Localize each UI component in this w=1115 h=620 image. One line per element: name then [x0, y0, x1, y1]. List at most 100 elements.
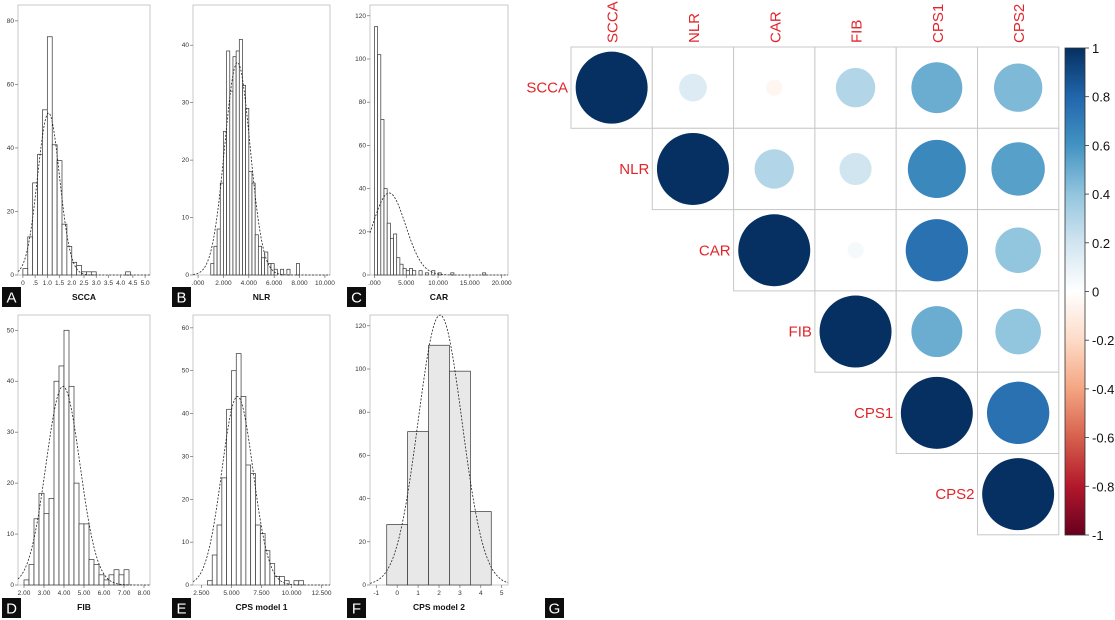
histogram-bar [242, 85, 246, 276]
histogram-F: 0 20 40 60 80 100 120 -1 0 1 2 3 4 5 CPS model 2 [355, 314, 509, 612]
y-tick-label: 0 [185, 272, 189, 279]
y-tick-label: 20 [182, 157, 190, 164]
histogram-bar [402, 268, 407, 276]
histogram-bar [66, 246, 73, 276]
correlation-circle [995, 308, 1041, 355]
x-tick-label: 3.0 [92, 280, 101, 287]
correlation-matrix-panel: SCCA NLR CAR FIB CPS1 CPS2 SCCA NLR CAR FIB CPS1 CP… [526, 1, 1060, 536]
histogram-bar [46, 36, 53, 276]
x-tick-label: 0 [21, 280, 25, 287]
colorbar-tick-label: 0.6 [1092, 138, 1110, 153]
histogram-bar [23, 579, 30, 586]
histogram-bar [393, 233, 398, 276]
histogram-bar [374, 26, 378, 276]
histogram-bar [221, 477, 227, 586]
x-tick-label: 4.00 [58, 590, 71, 597]
row-label-nlr: NLR [619, 161, 649, 178]
y-tick-label: 30 [182, 453, 190, 460]
histogram-bar [255, 524, 261, 586]
x-tick-label: 2.0 [67, 280, 76, 287]
histogram-bar [88, 559, 95, 586]
x-tick-label: 5 [500, 590, 504, 597]
histogram-bar [424, 272, 429, 276]
plot-frame [192, 4, 331, 276]
colorbar-tick-label: 0.8 [1092, 90, 1110, 105]
colorbar-tick-label: -0.2 [1092, 333, 1114, 348]
histogram-bar [213, 245, 218, 276]
histogram-bar [216, 228, 221, 276]
panel-letter-box [545, 598, 564, 618]
panel-letter-C: C [351, 290, 362, 307]
y-tick-label: 40 [182, 411, 190, 418]
column-label-car: CAR [767, 11, 784, 43]
histogram-bar [296, 263, 300, 276]
row-label-scca: SCCA [526, 80, 568, 97]
x-tick-label: 7.500 [253, 590, 270, 597]
histogram-bar [58, 365, 65, 586]
x-tick-label: 3 [458, 590, 462, 597]
x-tick-label: 2.00 [18, 590, 31, 597]
histogram-bar [125, 271, 131, 276]
x-tick-label: 2 [437, 590, 441, 597]
x-tick-label: 3.5 [104, 280, 113, 287]
histogram-bar [51, 144, 58, 276]
histogram-bar [53, 380, 60, 586]
x-tick-label: 8.00 [138, 590, 151, 597]
x-tick-label: 10.000 [282, 590, 302, 597]
y-tick-label: 20 [359, 229, 367, 236]
histogram-bar [280, 268, 285, 276]
histogram-bar [229, 90, 234, 276]
correlation-circle [905, 219, 969, 282]
correlation-circle [900, 376, 973, 449]
panel-letter-box [172, 598, 191, 618]
y-tick-label: 120 [355, 323, 366, 330]
x-tick-label: .000 [368, 280, 381, 287]
histogram-bar [210, 263, 215, 276]
histogram-bar [293, 580, 300, 586]
histogram-bar [270, 263, 275, 276]
histogram-bar [279, 576, 285, 586]
histogram-bar [286, 268, 291, 276]
y-tick-label: 40 [7, 378, 15, 385]
histogram-bar [118, 574, 125, 586]
histogram-bar [103, 579, 110, 586]
column-label-cps1: CPS1 [930, 4, 947, 43]
y-tick-label: 40 [359, 186, 367, 193]
histogram-bar [264, 251, 269, 276]
correlation-circle [907, 139, 966, 198]
y-tick-label: 100 [355, 366, 366, 373]
y-tick-label: 80 [359, 409, 367, 416]
correlation-circle [839, 152, 872, 186]
y-tick-label: 10 [182, 539, 190, 546]
column-label-scca: SCCA [605, 1, 622, 43]
x-tick-label: 4.0 [116, 280, 125, 287]
histogram-bar [405, 270, 410, 276]
histogram-bar [245, 108, 250, 276]
colorbar-tick-label: -0.4 [1092, 382, 1114, 397]
correlation-circle [995, 227, 1041, 274]
histogram-bar [250, 473, 256, 586]
histogram-bar [235, 50, 240, 276]
x-tick-label: 2.000 [215, 280, 232, 287]
correlation-circle [982, 458, 1055, 531]
histogram-bar [380, 119, 385, 276]
histogram-bar [418, 270, 423, 276]
normal-curve [17, 112, 150, 276]
correlation-circle [575, 51, 648, 124]
histogram-bar [78, 523, 85, 586]
y-tick-label: 60 [7, 81, 15, 88]
x-tick-label: 4.5 [128, 280, 137, 287]
histogram-bar [254, 234, 259, 276]
panel-letter-box [2, 598, 21, 618]
histogram-bar [28, 564, 35, 586]
x-tick-label: 2.500 [193, 590, 210, 597]
x-tick-label: 0 [395, 590, 399, 597]
panel-letters: A B C D E F G [2, 287, 564, 618]
histogram-bar [412, 270, 417, 276]
y-tick-label: 20 [7, 208, 15, 215]
x-tick-label: 1 [416, 590, 420, 597]
histogram-bar [83, 523, 90, 586]
histogram-bar [261, 257, 266, 276]
y-tick-label: 80 [359, 99, 367, 106]
